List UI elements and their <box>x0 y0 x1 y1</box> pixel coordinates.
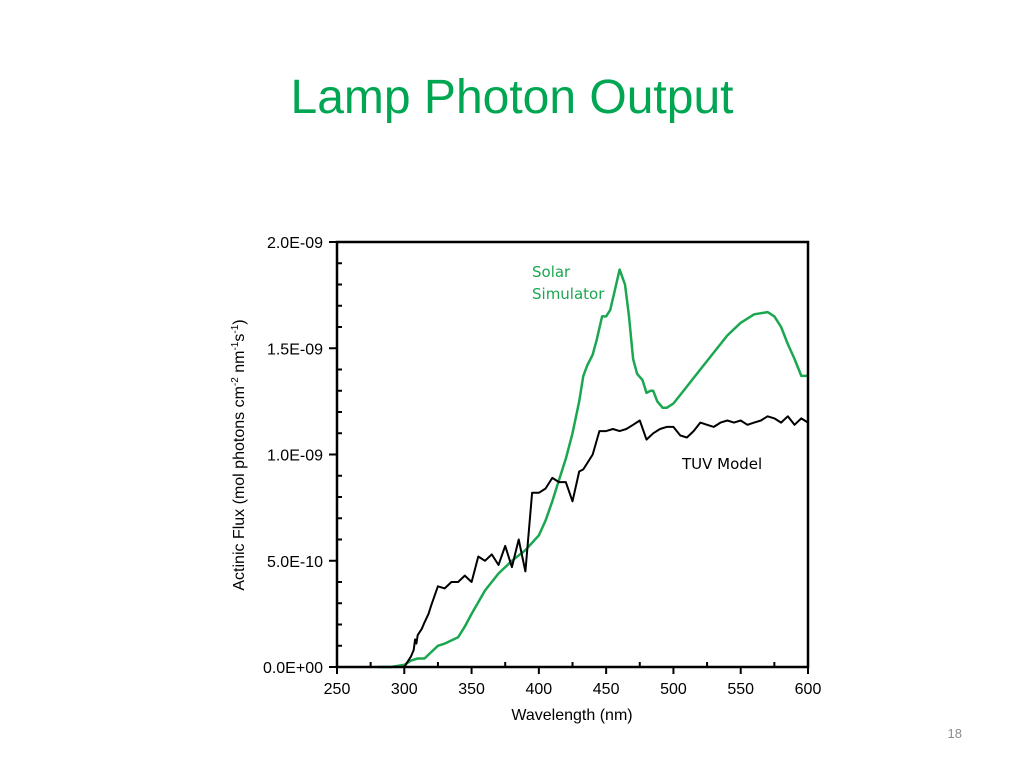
series-labels: Solar Simulator TUV Model <box>532 263 762 473</box>
series-label-solar-simulator: Solar <box>532 263 571 281</box>
y-axis-label-mid2: s <box>231 334 248 342</box>
y-axis-label-sup3: -1 <box>230 324 241 333</box>
slide-number: 18 <box>947 726 962 741</box>
plot-background <box>337 242 808 667</box>
y-ticks: 0.0E+00 5.0E-10 1.0E-09 1.5E-09 2.0E-09 <box>263 235 342 677</box>
x-tick-label: 350 <box>458 681 485 698</box>
x-tick-label: 450 <box>593 681 620 698</box>
plot-area <box>337 242 808 667</box>
y-tick-label: 0.0E+00 <box>263 660 323 677</box>
y-tick-label: 2.0E-09 <box>267 235 323 252</box>
y-axis-label-sup1: -2 <box>230 377 241 386</box>
y-tick-label: 5.0E-10 <box>267 554 323 571</box>
series-label-tuv-model: TUV Model <box>681 455 762 473</box>
series-lines <box>377 268 809 669</box>
x-tick-label: 300 <box>391 681 418 698</box>
x-tick-label: 600 <box>795 681 822 698</box>
y-axis-label-base: Actinic Flux (mol photons cm <box>231 386 248 591</box>
x-tick-label: 250 <box>324 681 351 698</box>
slide-title: Lamp Photon Output <box>290 71 734 124</box>
x-axis-label: Wavelength (nm) <box>511 707 632 724</box>
x-tick-label: 550 <box>727 681 754 698</box>
y-axis-label-sup2: -1 <box>230 341 241 350</box>
y-tick-label: 1.0E-09 <box>267 448 323 465</box>
series-line-tuv-model <box>403 415 809 668</box>
x-ticks: 250 300 350 400 450 500 550 600 <box>324 662 822 698</box>
series-label-solar-simulator: Simulator <box>532 285 605 303</box>
y-axis-label-mid: nm <box>231 351 248 378</box>
x-tick-label: 500 <box>660 681 687 698</box>
x-tick-label: 400 <box>526 681 553 698</box>
y-tick-label: 1.5E-09 <box>267 341 323 358</box>
y-axis-label: Actinic Flux (mol photons cm-2 nm-1s-1) <box>230 319 248 590</box>
y-axis-label-end: ) <box>231 319 248 324</box>
series-line-solar-simulator <box>377 268 808 669</box>
